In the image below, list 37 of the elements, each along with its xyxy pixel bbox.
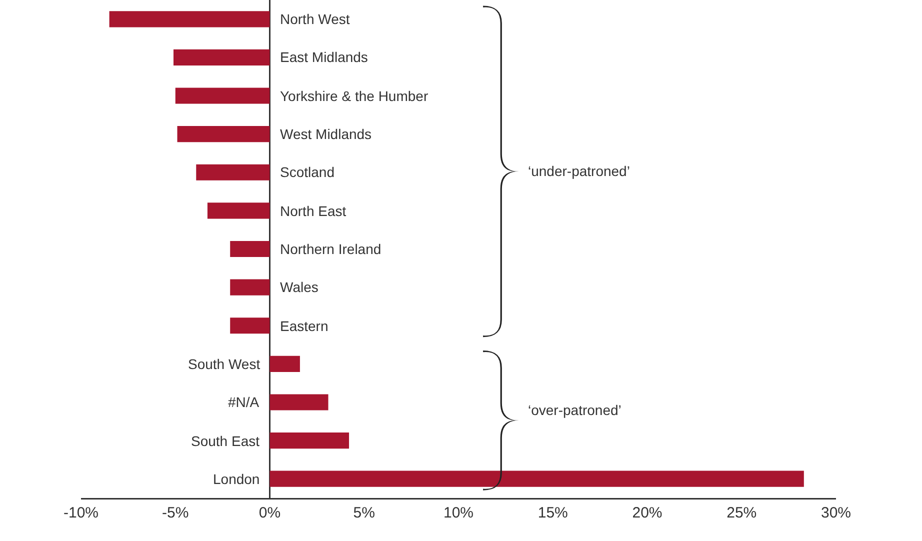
x-tick-label: -5% [162, 504, 189, 522]
bar [270, 470, 804, 487]
y-tick-label: Scotland [280, 164, 334, 180]
y-tick-label: North West [280, 11, 350, 27]
annotation: ‘under-patroned’ [528, 163, 630, 179]
x-tick-label: 20% [632, 504, 662, 522]
bar [173, 49, 270, 66]
bar [230, 240, 270, 258]
bar [230, 279, 270, 296]
x-tick-label: 30% [820, 504, 852, 522]
bar [177, 126, 270, 142]
y-tick-label: South West [188, 356, 260, 372]
bar [109, 11, 270, 28]
bar [175, 88, 270, 104]
y-tick-label: East Midlands [280, 49, 368, 65]
bar [230, 318, 270, 334]
annotation: ‘over-patroned’ [528, 402, 622, 418]
bar [196, 164, 270, 180]
x-tick-label: 5% [353, 504, 375, 522]
bar [207, 202, 270, 219]
y-tick-label: Yorkshire & the Humber [280, 88, 428, 104]
x-tick-label: 0% [258, 504, 281, 522]
x-tick-label: -10% [63, 504, 99, 522]
bar [270, 394, 328, 410]
y-tick-label: #N/A [228, 394, 260, 410]
y-tick-label: London [213, 471, 260, 487]
y-tick-label: Wales [280, 279, 318, 295]
y-tick-label: Eastern [280, 318, 328, 334]
y-tick-label: South East [191, 433, 260, 449]
y-tick-label: North East [280, 203, 346, 219]
y-tick-label: West Midlands [280, 126, 372, 142]
x-tick-label: 15% [538, 504, 568, 522]
bar [270, 356, 300, 372]
bar [270, 432, 350, 449]
y-tick-label: Northern Ireland [280, 241, 382, 257]
x-tick-label: 25% [726, 504, 757, 522]
x-tick-label: 10% [443, 504, 474, 522]
